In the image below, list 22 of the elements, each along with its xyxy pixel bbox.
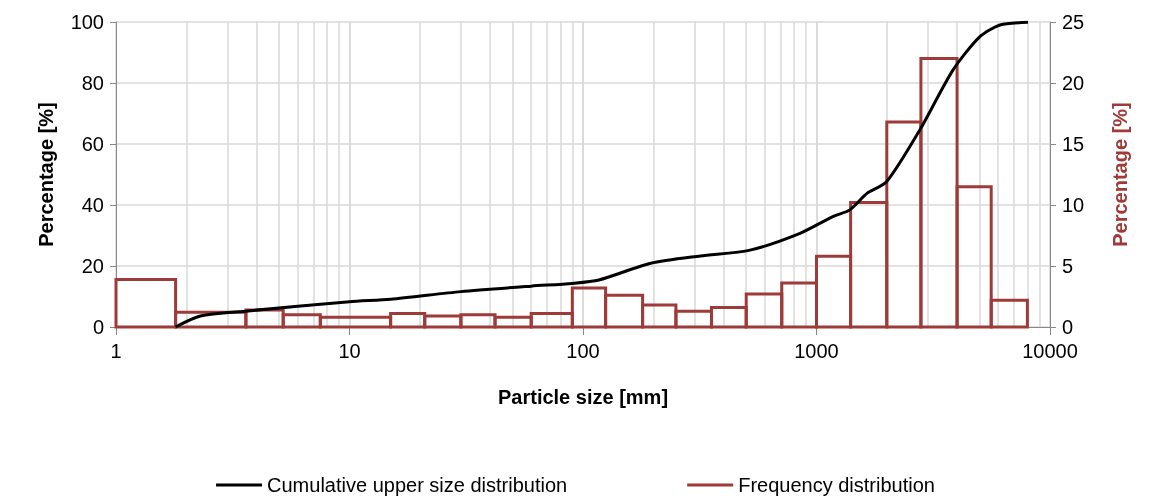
y2-tick-label: 0 — [1062, 316, 1074, 338]
y2-tick-label: 5 — [1062, 255, 1074, 277]
x-axis-title: Particle size [mm] — [497, 386, 669, 408]
x-tick-label: 10 — [338, 340, 361, 362]
y-tick-label: 80 — [81, 72, 104, 94]
y-tick-label: 0 — [92, 316, 104, 338]
y-tick-label: 100 — [70, 11, 104, 33]
y-tick-label: 60 — [81, 133, 104, 155]
y2-axis-title: Percentage [%] — [1109, 102, 1131, 247]
y2-tick-label: 15 — [1062, 133, 1085, 155]
legend-label: Cumulative upper size distribution — [267, 474, 568, 496]
x-tick-label: 10000 — [1022, 340, 1078, 362]
y-tick-label: 40 — [81, 194, 104, 216]
x-tick-label: 1 — [110, 340, 122, 362]
x-tick-label: 100 — [566, 340, 600, 362]
y-axis-title: Percentage [%] — [35, 102, 57, 247]
y2-tick-label: 25 — [1062, 11, 1085, 33]
y2-tick-label: 10 — [1062, 194, 1085, 216]
y-tick-label: 20 — [81, 255, 104, 277]
legend-label: Frequency distribution — [738, 474, 935, 496]
x-tick-label: 1000 — [794, 340, 839, 362]
y2-tick-label: 20 — [1062, 72, 1085, 94]
